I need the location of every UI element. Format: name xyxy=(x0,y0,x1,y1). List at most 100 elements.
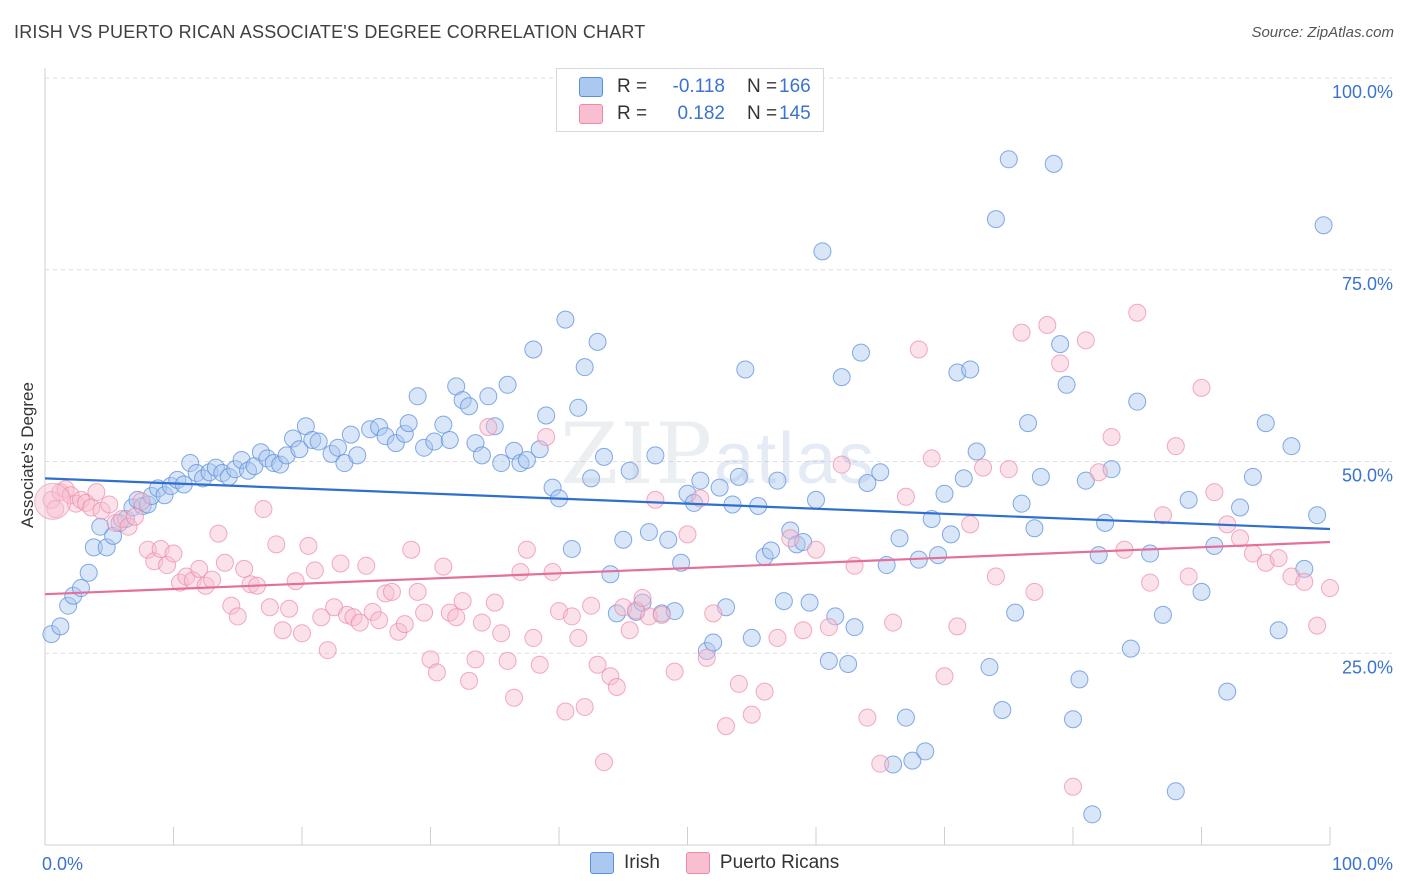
puerto-rican-point xyxy=(588,655,607,674)
puerto-rican-point xyxy=(562,607,581,626)
irish-point xyxy=(1070,670,1089,689)
irish-point xyxy=(42,625,61,644)
irish-swatch xyxy=(590,852,614,874)
puerto-rican-point xyxy=(402,540,421,559)
puerto-rican-point xyxy=(1166,437,1185,456)
irish-point xyxy=(309,432,328,451)
puerto-rican-point xyxy=(492,624,511,643)
puerto-rican-point xyxy=(639,607,658,626)
irish-point xyxy=(967,442,986,461)
irish-point xyxy=(1308,506,1327,525)
irish-point xyxy=(993,701,1012,720)
irish-point xyxy=(986,210,1005,229)
irish-point xyxy=(408,387,427,406)
irish-swatch xyxy=(579,77,603,97)
irish-point xyxy=(1256,414,1275,433)
puerto-rican-point xyxy=(974,458,993,477)
irish-point xyxy=(91,517,110,536)
puerto-rican-point xyxy=(691,489,710,508)
puerto-rican-point xyxy=(909,340,928,359)
puerto-rican-point xyxy=(1321,579,1339,598)
puerto-rican-point xyxy=(620,621,639,640)
puerto-rican-point xyxy=(1038,315,1057,334)
irish-point xyxy=(916,742,935,761)
puerto-rican-point xyxy=(569,628,588,647)
puerto-rican-point xyxy=(228,607,247,626)
irish-point xyxy=(646,446,665,465)
legend-label-puerto-ricans: Puerto Ricans xyxy=(719,852,840,873)
puerto-rican-point xyxy=(222,596,241,615)
puerto-rican-point xyxy=(986,567,1005,586)
irish-point xyxy=(328,438,347,457)
puerto-rican-point xyxy=(678,525,697,544)
irish-point xyxy=(348,446,367,465)
irish-point xyxy=(614,530,633,549)
irish-point xyxy=(851,343,870,362)
puerto-rican-point xyxy=(190,559,209,578)
irish-point xyxy=(543,478,562,497)
puerto-rican-point xyxy=(633,589,652,608)
puerto-rican-point xyxy=(652,605,671,624)
irish-point xyxy=(1121,639,1140,658)
puerto-rican-point xyxy=(158,556,177,575)
irish-point xyxy=(1243,467,1262,486)
puerto-rican-point xyxy=(71,490,90,509)
puerto-rican-point xyxy=(479,417,498,436)
irish-point xyxy=(691,471,710,490)
puerto-rican-point xyxy=(286,572,305,591)
r-label: R = xyxy=(617,76,648,97)
irish-point xyxy=(672,553,691,572)
irish-point xyxy=(710,478,729,497)
irish-point xyxy=(742,628,761,647)
irish-point xyxy=(954,469,973,488)
irish-point xyxy=(826,607,845,626)
irish-point xyxy=(562,539,581,558)
irish-point xyxy=(303,431,322,450)
irish-point xyxy=(980,658,999,677)
irish-point xyxy=(460,397,479,416)
puerto-rican-points xyxy=(34,303,1339,796)
puerto-rican-point xyxy=(781,529,800,548)
puerto-rican-point xyxy=(87,483,106,502)
irish-point xyxy=(434,415,453,434)
puerto-rican-point xyxy=(389,622,408,641)
irish-point xyxy=(498,375,517,394)
puerto-rican-point xyxy=(1076,331,1095,350)
irish-point xyxy=(97,538,116,557)
irish-point xyxy=(395,424,414,443)
irish-point xyxy=(884,755,903,774)
puerto-rican-point xyxy=(260,598,279,617)
irish-point xyxy=(774,592,793,611)
irish-point xyxy=(941,525,960,544)
puerto-rican-point xyxy=(505,688,524,707)
irish-point xyxy=(472,446,491,465)
puerto-rican-point xyxy=(267,535,286,554)
source-credit: Source: ZipAtlas.com xyxy=(1251,24,1394,41)
legend-item-puerto-ricans[interactable]: Puerto Ricans xyxy=(685,852,840,874)
puerto-rican-point xyxy=(742,705,761,724)
n-label: N = xyxy=(747,76,778,97)
irish-point xyxy=(370,417,389,436)
irish-point xyxy=(425,432,444,451)
irish-point xyxy=(537,406,556,425)
irish-point xyxy=(239,461,258,480)
puerto-rican-trend-line xyxy=(44,540,1331,596)
irish-point xyxy=(1269,621,1288,640)
irish-point xyxy=(813,242,832,261)
irish-point xyxy=(1083,805,1102,824)
puerto-rican-point xyxy=(543,562,562,581)
puerto-rican-point xyxy=(729,674,748,693)
puerto-rican-point xyxy=(871,754,890,773)
irish-point xyxy=(51,617,70,636)
puerto-rican-point xyxy=(601,667,620,686)
legend-item-irish[interactable]: Irish xyxy=(590,852,660,874)
puerto-rican-point xyxy=(1308,616,1327,635)
legend-label-irish: Irish xyxy=(624,852,660,873)
irish-point xyxy=(903,751,922,770)
puerto-rican-point xyxy=(1192,378,1211,397)
puerto-rican-point xyxy=(896,487,915,506)
puerto-rican-point xyxy=(819,618,838,637)
puerto-rican-point xyxy=(524,628,543,647)
puerto-rican-point xyxy=(125,507,144,526)
puerto-rican-point xyxy=(42,490,61,509)
